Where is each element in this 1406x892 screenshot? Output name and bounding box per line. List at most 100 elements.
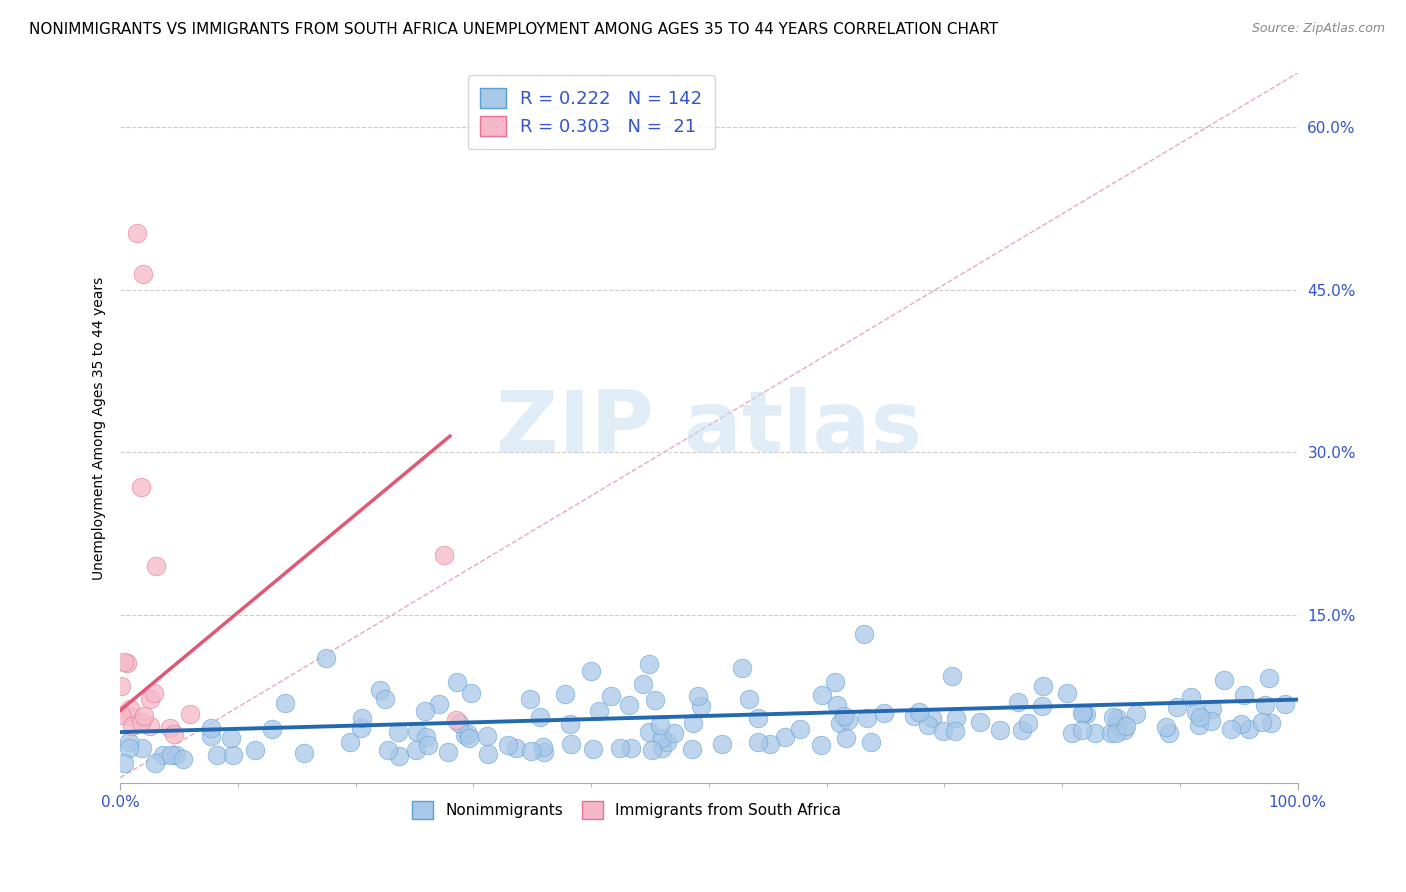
Point bbox=[145, 756, 167, 770]
Point bbox=[131, 740, 153, 755]
Point bbox=[415, 730, 437, 744]
Point bbox=[205, 748, 228, 763]
Point bbox=[747, 711, 769, 725]
Point bbox=[245, 743, 267, 757]
Point bbox=[377, 743, 399, 757]
Point bbox=[1233, 689, 1256, 703]
Point bbox=[631, 677, 654, 691]
Point bbox=[1125, 707, 1147, 722]
Point bbox=[118, 740, 141, 755]
Point bbox=[129, 714, 152, 729]
Point bbox=[118, 709, 141, 723]
Point bbox=[560, 716, 582, 731]
Point bbox=[662, 725, 685, 739]
Point bbox=[1017, 716, 1039, 731]
Point bbox=[1105, 711, 1128, 725]
Point bbox=[1239, 722, 1261, 736]
Point bbox=[531, 739, 554, 754]
Point bbox=[932, 723, 955, 738]
Point bbox=[1070, 723, 1092, 738]
Point bbox=[759, 737, 782, 751]
Point bbox=[172, 752, 194, 766]
Point bbox=[118, 735, 141, 749]
Point bbox=[943, 723, 966, 738]
Point bbox=[588, 704, 610, 718]
Point bbox=[945, 711, 967, 725]
Point bbox=[152, 748, 174, 763]
Point bbox=[315, 650, 337, 665]
Point bbox=[446, 674, 468, 689]
Point bbox=[941, 669, 963, 683]
Point bbox=[457, 731, 479, 745]
Point bbox=[139, 691, 162, 706]
Point bbox=[828, 716, 851, 731]
Point bbox=[651, 731, 673, 745]
Point bbox=[1180, 690, 1202, 705]
Point bbox=[418, 738, 440, 752]
Point bbox=[651, 740, 673, 755]
Point bbox=[582, 742, 605, 756]
Point bbox=[859, 734, 882, 748]
Point bbox=[650, 717, 672, 731]
Point bbox=[908, 705, 931, 719]
Point bbox=[415, 704, 437, 718]
Point bbox=[350, 721, 373, 735]
Point bbox=[917, 718, 939, 732]
Point bbox=[260, 723, 283, 737]
Point bbox=[163, 727, 186, 741]
Point bbox=[1107, 718, 1129, 732]
Point bbox=[131, 267, 153, 281]
Point bbox=[339, 735, 361, 749]
Point bbox=[738, 692, 761, 706]
Point bbox=[681, 741, 703, 756]
Point bbox=[921, 711, 943, 725]
Point bbox=[131, 480, 153, 494]
Point bbox=[1056, 686, 1078, 700]
Point bbox=[657, 735, 679, 749]
Point bbox=[1071, 706, 1094, 720]
Point bbox=[496, 738, 519, 752]
Point bbox=[505, 740, 527, 755]
Point bbox=[388, 749, 411, 764]
Point bbox=[1199, 714, 1222, 728]
Point bbox=[1258, 671, 1281, 685]
Point bbox=[1213, 673, 1236, 687]
Point bbox=[641, 742, 664, 756]
Point bbox=[118, 702, 141, 716]
Point bbox=[112, 756, 135, 771]
Point bbox=[112, 656, 135, 670]
Point bbox=[1084, 725, 1107, 739]
Point bbox=[688, 689, 710, 703]
Point bbox=[145, 559, 167, 574]
Point bbox=[1115, 719, 1137, 733]
Point bbox=[200, 721, 222, 735]
Point bbox=[811, 688, 834, 702]
Point bbox=[1112, 723, 1135, 738]
Point bbox=[132, 709, 155, 723]
Point bbox=[810, 738, 832, 752]
Point bbox=[1185, 705, 1208, 719]
Point bbox=[1099, 726, 1122, 740]
Y-axis label: Unemployment Among Ages 35 to 44 years: Unemployment Among Ages 35 to 44 years bbox=[93, 277, 107, 580]
Point bbox=[1166, 700, 1188, 714]
Point bbox=[837, 713, 859, 727]
Point bbox=[1031, 699, 1053, 714]
Point bbox=[142, 686, 165, 700]
Point bbox=[519, 692, 541, 706]
Point bbox=[609, 741, 631, 756]
Point bbox=[637, 657, 659, 671]
Point bbox=[405, 743, 427, 757]
Point bbox=[457, 727, 479, 741]
Point bbox=[125, 227, 148, 241]
Point bbox=[1156, 720, 1178, 734]
Point bbox=[115, 657, 138, 671]
Point bbox=[903, 708, 925, 723]
Point bbox=[1187, 717, 1209, 731]
Point bbox=[617, 698, 640, 713]
Point bbox=[834, 708, 856, 723]
Point bbox=[1105, 726, 1128, 740]
Point bbox=[387, 725, 409, 739]
Point bbox=[731, 661, 754, 675]
Point bbox=[560, 737, 582, 751]
Point bbox=[1074, 706, 1097, 721]
